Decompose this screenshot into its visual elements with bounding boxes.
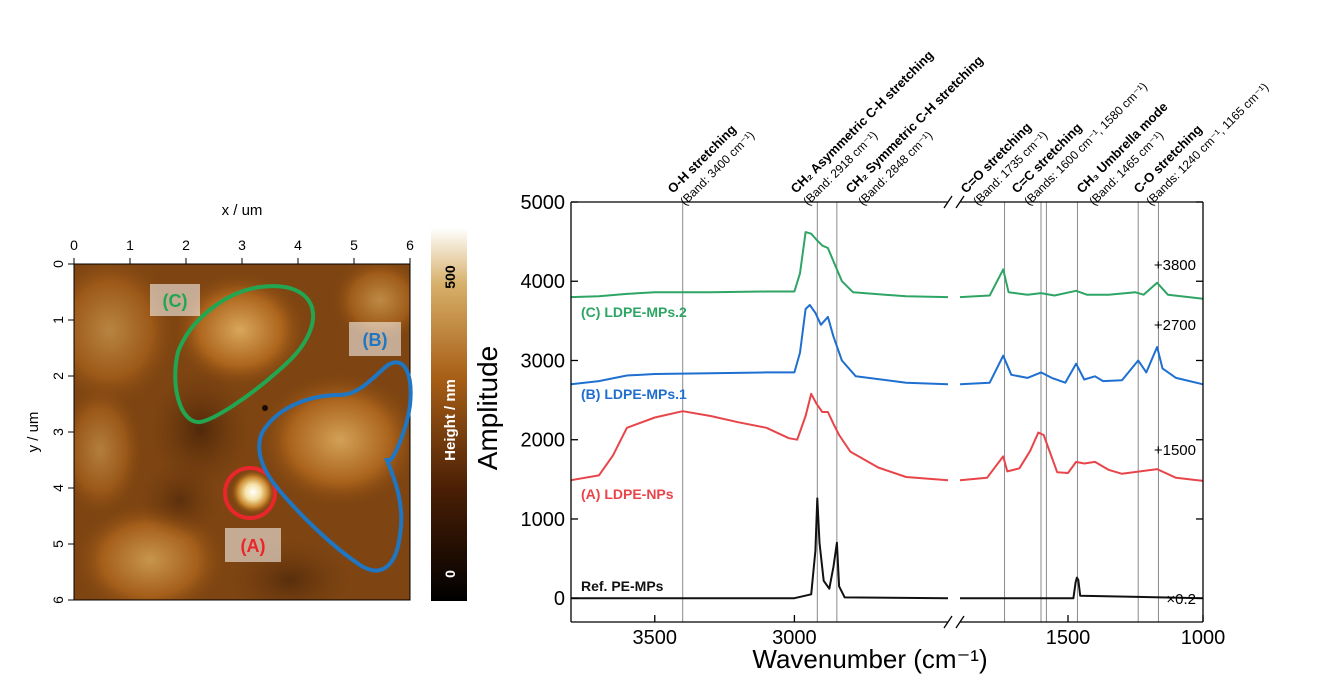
region-a-outline xyxy=(223,466,277,520)
afm-panel: (C) (B) (A) x / um y / um 0 1 2 3 4 5 6 0 1 2 3 4 5… xyxy=(25,202,467,604)
y-tick-label: 1000 xyxy=(521,509,566,531)
band-annotations: O-H stretching(Band: 3400 cm⁻¹) CH₂ Asymm… xyxy=(665,47,1272,208)
axis-break-mark xyxy=(955,195,965,209)
afm-y-tick-label: 3 xyxy=(50,428,66,436)
y-tick-label: 2000 xyxy=(521,430,566,452)
x-tick-label: 3000 xyxy=(772,627,817,649)
series-line xyxy=(571,497,949,600)
afm-y-tick-label: 5 xyxy=(50,540,66,548)
band-annotation: CH₂ Asymmetric C-H stretching(Band: 2918… xyxy=(788,47,937,208)
series-line xyxy=(960,576,1204,600)
offset-label: +2700 xyxy=(1154,317,1196,334)
afm-y-ticks: 0 1 2 3 4 5 6 xyxy=(50,260,74,604)
series-line xyxy=(959,431,1204,482)
series-line xyxy=(570,231,949,299)
series-labels: Ref. PE-MPs (A) LDPE-NPs (B) LDPE-MPs.1 (C)… xyxy=(581,304,687,594)
series-lines xyxy=(570,231,1204,600)
afm-x-tick-label: 5 xyxy=(350,237,358,253)
y-tick-label: 3000 xyxy=(521,350,566,372)
colorbar xyxy=(431,228,467,601)
afm-x-tick-label: 6 xyxy=(406,237,414,253)
region-b-outline xyxy=(257,360,413,573)
offset-labels: ×0.2 +1500 +2700 +3800 xyxy=(1154,257,1196,608)
afm-y-tick-label: 2 xyxy=(50,372,66,380)
afm-x-axis-label: x / um xyxy=(222,202,263,219)
annotation-detail: (Bands: 1240 cm⁻¹, 1165 cm⁻¹) xyxy=(1143,80,1271,208)
y-axis-label: Amplitude xyxy=(472,346,503,471)
afm-x-tick-label: 3 xyxy=(238,237,246,253)
series-label: (C) LDPE-MPs.2 xyxy=(581,304,687,320)
axis-break-mark xyxy=(943,615,953,629)
afm-image xyxy=(74,264,410,600)
afm-x-ticks: 0 1 2 3 4 5 6 xyxy=(70,237,414,264)
axis-break-mark xyxy=(955,615,965,629)
spectra-panel: Ref. PE-MPs (A) LDPE-NPs (B) LDPE-MPs.1 (C)… xyxy=(472,47,1271,674)
region-c-outline xyxy=(173,284,316,424)
x-tick-label: 1000 xyxy=(1181,627,1226,649)
colorbar-label: Height / nm xyxy=(442,379,459,461)
x-ticks: 3500 3000 1500 1000 xyxy=(633,615,1226,649)
axis-break-mark xyxy=(943,195,953,209)
series-line xyxy=(959,268,1204,300)
afm-y-tick-label: 6 xyxy=(50,596,66,604)
region-a-label-box xyxy=(225,528,281,562)
offset-label: ×0.2 xyxy=(1166,591,1196,608)
x-tick-label: 1500 xyxy=(1046,627,1091,649)
y-tick-label: 4000 xyxy=(521,271,566,293)
colorbar-tick-min: 0 xyxy=(442,570,458,578)
y-tick-label: 0 xyxy=(554,588,565,610)
region-a-label: (A) xyxy=(241,536,266,556)
offset-label: +3800 xyxy=(1154,257,1196,274)
series-label: (A) LDPE-NPs xyxy=(581,486,674,502)
region-c-label: (C) xyxy=(163,291,188,311)
x-tick-label: 3500 xyxy=(633,627,678,649)
afm-y-tick-label: 0 xyxy=(50,260,66,268)
series-label: Ref. PE-MPs xyxy=(581,578,664,594)
region-b-label-box xyxy=(349,322,401,356)
x-axis-label: Wavenumber (cm⁻¹) xyxy=(752,644,987,674)
colorbar-tick-max: 500 xyxy=(442,265,458,289)
y-tick-label: 5000 xyxy=(521,192,566,214)
afm-y-axis-label: y / um xyxy=(25,412,42,453)
series-label: (B) LDPE-MPs.1 xyxy=(581,386,687,402)
band-lines xyxy=(682,202,1159,622)
afm-y-tick-label: 1 xyxy=(50,316,66,324)
offset-label: +1500 xyxy=(1154,442,1196,459)
series-line xyxy=(570,304,949,386)
afm-x-tick-label: 0 xyxy=(70,237,78,253)
afm-x-tick-label: 1 xyxy=(126,237,134,253)
band-annotation: O-H stretching(Band: 3400 cm⁻¹) xyxy=(665,122,758,209)
afm-y-tick-label: 4 xyxy=(50,484,66,492)
afm-x-tick-label: 4 xyxy=(294,237,302,253)
y-ticks: 0 1000 2000 3000 4000 5000 xyxy=(521,192,1203,610)
region-c-label-box xyxy=(150,284,200,316)
spectra-frame xyxy=(570,195,1204,629)
series-line xyxy=(959,346,1204,386)
series-line xyxy=(570,392,949,482)
region-b-label: (B) xyxy=(363,330,388,350)
afm-x-tick-label: 2 xyxy=(182,237,190,253)
